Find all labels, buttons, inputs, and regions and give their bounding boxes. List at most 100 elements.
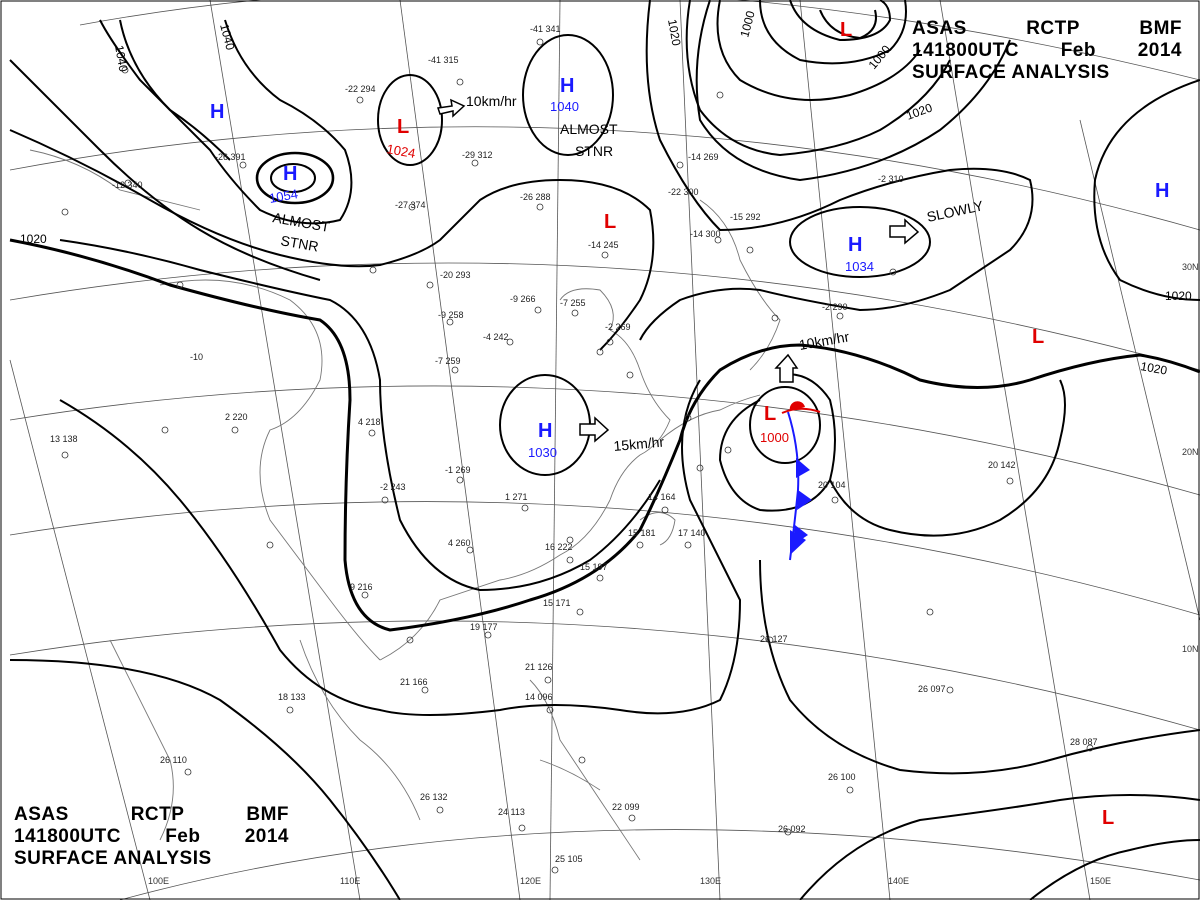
- station-value: 21 166: [400, 677, 428, 687]
- station-value: -14 300: [690, 229, 721, 239]
- isobar-label: 1000: [737, 9, 758, 39]
- isobar: [829, 379, 1066, 537]
- fronts: [781, 401, 821, 561]
- high-pressure-marker: H: [848, 234, 862, 256]
- header-month: Feb: [165, 826, 201, 847]
- station-value: -27 374: [395, 200, 426, 210]
- station-value: -29 312: [462, 150, 493, 160]
- station-value: 24 113: [498, 807, 525, 817]
- pressure-value: 1030: [528, 445, 557, 460]
- isobar: [1093, 79, 1200, 301]
- station-value: 4 218: [358, 417, 381, 427]
- station-plots: -41 341 -29 312 -26 288 -22 300 -14 245 …: [50, 24, 1098, 864]
- header-suffix: BMF: [246, 804, 289, 825]
- station-value: 15 171: [543, 598, 571, 608]
- isobar: [759, 559, 1200, 775]
- station-value: -14 269: [688, 152, 719, 162]
- latitude-label: 20N: [1182, 447, 1199, 457]
- station-value: 14 096: [525, 692, 553, 702]
- station-value: -20 293: [440, 270, 471, 280]
- station-value: 22 099: [612, 802, 640, 812]
- isobar: [9, 59, 321, 281]
- header-bottom: ASAS RCTP BMF 141800UTC Feb 2014 SURFACE…: [14, 804, 289, 870]
- station-value: 15 181: [628, 528, 656, 538]
- arrow-icon: [579, 416, 610, 443]
- station-value: -26 391: [215, 152, 246, 162]
- isobar-labels: 1040 1040 1020 1020 1000 1000 1020 1020 …: [20, 9, 1192, 378]
- warm-front: [781, 407, 821, 414]
- station-value: 15 197: [580, 562, 608, 572]
- arrow-icon: [437, 98, 466, 118]
- station-value: -4 242: [483, 332, 509, 342]
- longitude-label: 130E: [700, 876, 721, 886]
- isobar-label: 1020: [1139, 359, 1168, 377]
- pressure-value: 1024: [385, 141, 416, 161]
- header-center-code: ASAS: [912, 18, 967, 39]
- isobar-label: 1020: [665, 18, 683, 47]
- header-center-code: ASAS: [14, 804, 69, 825]
- station-value: 13 138: [50, 434, 78, 444]
- high-pressure-marker: H: [560, 75, 574, 97]
- isobar: [255, 151, 335, 205]
- motion-arrows: [437, 98, 920, 443]
- station-value: -1 269: [445, 465, 471, 475]
- station-value: -2 243: [380, 482, 406, 492]
- motion-label: ALMOST: [560, 121, 618, 137]
- station-value: -2 269: [605, 322, 631, 332]
- low-pressure-marker: L: [1102, 807, 1114, 829]
- header-suffix: BMF: [1139, 18, 1182, 39]
- low-pressure-marker: L: [397, 116, 409, 138]
- longitude-label: 140E: [888, 876, 909, 886]
- isobar: [789, 0, 892, 42]
- station-value: -22 300: [668, 187, 699, 197]
- station-value: 20 104: [818, 480, 846, 490]
- low-pressure-marker: L: [1032, 326, 1044, 348]
- station-value: -12 340: [112, 180, 143, 190]
- station-value: 26 092: [778, 824, 806, 834]
- graticule: [9, 0, 1200, 900]
- station-value: 9 216: [350, 582, 373, 592]
- station-value: 26 100: [828, 772, 856, 782]
- isobar: [695, 0, 1011, 182]
- station-value: -14 245: [588, 240, 619, 250]
- pressure-value: 1000: [760, 430, 789, 445]
- isobar-label: 1040: [217, 22, 238, 52]
- isobar: [819, 9, 877, 40]
- station-value: -9 258: [438, 310, 464, 320]
- header-station: RCTP: [1026, 18, 1080, 39]
- station-value: 16 222: [545, 542, 573, 552]
- station-value: 21 126: [525, 662, 553, 672]
- station-value: 19 177: [470, 622, 498, 632]
- isobar: [759, 0, 907, 65]
- arrow-icon: [774, 353, 799, 383]
- graticule-labels: 100E 110E 120E 130E 140E 150E 30N 20N 10…: [148, 262, 1199, 886]
- isobar: [59, 239, 661, 592]
- header-datetime: 141800UTC: [14, 826, 121, 847]
- isobar-label: 1020: [1165, 289, 1192, 303]
- station-value: 20 142: [988, 460, 1016, 470]
- longitude-label: 150E: [1090, 876, 1111, 886]
- isobar: [9, 238, 1200, 632]
- station-value: 2 220: [225, 412, 248, 422]
- high-pressure-marker: H: [283, 163, 297, 185]
- station-value: -10: [190, 352, 203, 362]
- isobar: [639, 0, 1034, 341]
- header-product: SURFACE ANALYSIS: [912, 62, 1110, 83]
- isobar: [270, 163, 316, 193]
- station-markers: [61, 38, 1094, 874]
- isobar: [716, 0, 921, 101]
- latitude-label: 30N: [1182, 262, 1199, 272]
- cold-front-triangle: [790, 530, 806, 555]
- warm-front-bump: [789, 401, 805, 411]
- station-value: -15 292: [730, 212, 761, 222]
- station-value: -26 288: [520, 192, 551, 202]
- station-value: 26 132: [420, 792, 448, 802]
- station-value: -22 294: [345, 84, 376, 94]
- low-pressure-marker: L: [764, 403, 776, 425]
- arrow-icon: [889, 218, 920, 245]
- station-value: 26 097: [918, 684, 946, 694]
- station-value: 1 271: [505, 492, 528, 502]
- header-month: Feb: [1060, 40, 1096, 61]
- isobar-label: 1040: [112, 44, 130, 73]
